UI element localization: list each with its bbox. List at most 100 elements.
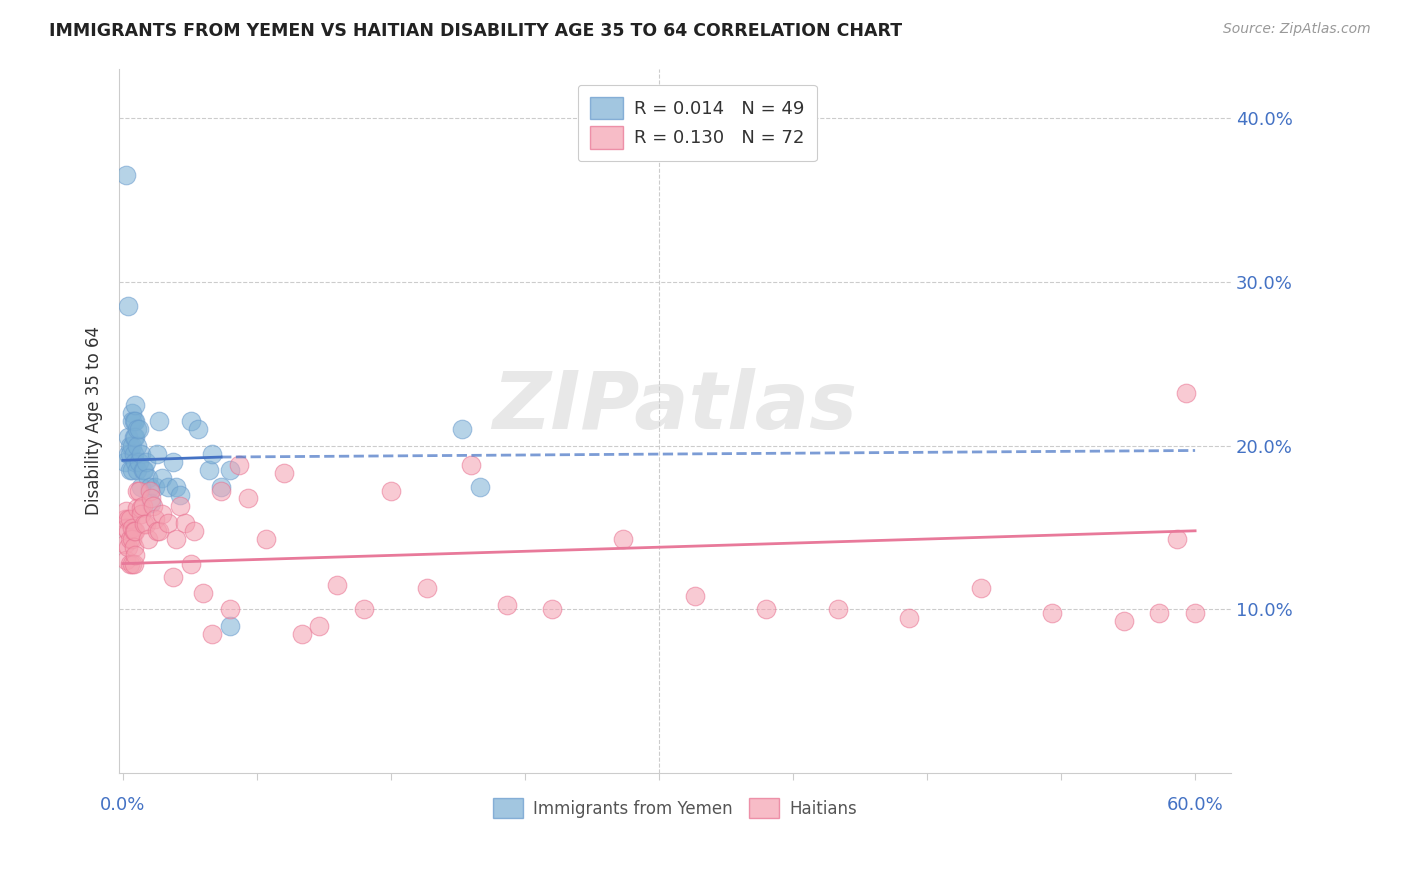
Point bbox=[128, 422, 150, 436]
Point bbox=[134, 517, 156, 532]
Point bbox=[460, 458, 482, 473]
Point bbox=[166, 532, 188, 546]
Point bbox=[114, 512, 136, 526]
Point bbox=[128, 484, 150, 499]
Point bbox=[209, 484, 232, 499]
Point bbox=[122, 557, 145, 571]
Point bbox=[201, 627, 224, 641]
Point bbox=[219, 619, 242, 633]
Point bbox=[180, 557, 202, 571]
Point bbox=[127, 422, 149, 436]
Point bbox=[122, 430, 145, 444]
Point bbox=[969, 581, 991, 595]
Point bbox=[128, 455, 150, 469]
Point bbox=[755, 602, 778, 616]
Point bbox=[117, 524, 139, 538]
Point bbox=[129, 508, 152, 522]
Point bbox=[114, 455, 136, 469]
Point bbox=[115, 520, 138, 534]
Point bbox=[1149, 606, 1171, 620]
Point bbox=[470, 479, 492, 493]
Point bbox=[121, 406, 143, 420]
Point bbox=[129, 447, 152, 461]
Point bbox=[353, 602, 375, 616]
Point bbox=[380, 484, 402, 499]
Point bbox=[156, 479, 179, 493]
Point bbox=[169, 500, 191, 514]
Point bbox=[121, 557, 143, 571]
Point bbox=[1175, 386, 1198, 401]
Point bbox=[122, 414, 145, 428]
Point bbox=[169, 488, 191, 502]
Point bbox=[114, 537, 136, 551]
Point bbox=[129, 500, 152, 515]
Point bbox=[162, 455, 184, 469]
Point bbox=[124, 414, 146, 428]
Point bbox=[124, 524, 146, 538]
Point bbox=[121, 414, 143, 428]
Point bbox=[201, 447, 224, 461]
Point bbox=[118, 447, 141, 461]
Point bbox=[122, 447, 145, 461]
Point bbox=[273, 467, 295, 481]
Point bbox=[117, 430, 139, 444]
Point bbox=[197, 463, 219, 477]
Point bbox=[143, 512, 166, 526]
Point bbox=[451, 422, 474, 436]
Point bbox=[138, 479, 160, 493]
Point bbox=[540, 602, 562, 616]
Point bbox=[683, 590, 706, 604]
Point bbox=[121, 439, 143, 453]
Point bbox=[121, 520, 143, 534]
Point bbox=[117, 447, 139, 461]
Point bbox=[135, 517, 157, 532]
Point bbox=[117, 512, 139, 526]
Point bbox=[131, 463, 153, 477]
Point bbox=[136, 471, 159, 485]
Point bbox=[166, 479, 188, 493]
Legend: Immigrants from Yemen, Haitians: Immigrants from Yemen, Haitians bbox=[486, 791, 863, 825]
Point bbox=[143, 479, 166, 493]
Point bbox=[612, 532, 634, 546]
Point bbox=[415, 581, 437, 595]
Point bbox=[209, 479, 232, 493]
Point bbox=[127, 463, 149, 477]
Point bbox=[118, 463, 141, 477]
Point bbox=[122, 524, 145, 538]
Point bbox=[122, 540, 145, 554]
Point bbox=[150, 471, 173, 485]
Point bbox=[141, 496, 163, 510]
Point bbox=[193, 586, 215, 600]
Point bbox=[148, 414, 170, 428]
Point bbox=[135, 455, 157, 469]
Point bbox=[146, 524, 169, 538]
Point bbox=[180, 414, 202, 428]
Point bbox=[146, 447, 169, 461]
Text: 0.0%: 0.0% bbox=[100, 796, 146, 814]
Point bbox=[219, 602, 242, 616]
Point bbox=[156, 516, 179, 530]
Point bbox=[134, 463, 156, 477]
Point bbox=[127, 484, 149, 499]
Point bbox=[127, 500, 149, 515]
Point bbox=[121, 463, 143, 477]
Point bbox=[124, 549, 146, 563]
Point bbox=[827, 602, 849, 616]
Point bbox=[124, 430, 146, 444]
Point bbox=[326, 578, 349, 592]
Text: 60.0%: 60.0% bbox=[1167, 796, 1223, 814]
Point bbox=[898, 610, 921, 624]
Point bbox=[150, 508, 173, 522]
Point bbox=[115, 553, 138, 567]
Text: Source: ZipAtlas.com: Source: ZipAtlas.com bbox=[1223, 22, 1371, 37]
Point bbox=[115, 504, 138, 518]
Point bbox=[121, 532, 143, 546]
Point bbox=[236, 491, 259, 505]
Point bbox=[124, 455, 146, 469]
Point bbox=[118, 557, 141, 571]
Point bbox=[118, 512, 141, 526]
Point bbox=[308, 619, 330, 633]
Point bbox=[183, 524, 205, 538]
Point bbox=[118, 532, 141, 546]
Point bbox=[129, 479, 152, 493]
